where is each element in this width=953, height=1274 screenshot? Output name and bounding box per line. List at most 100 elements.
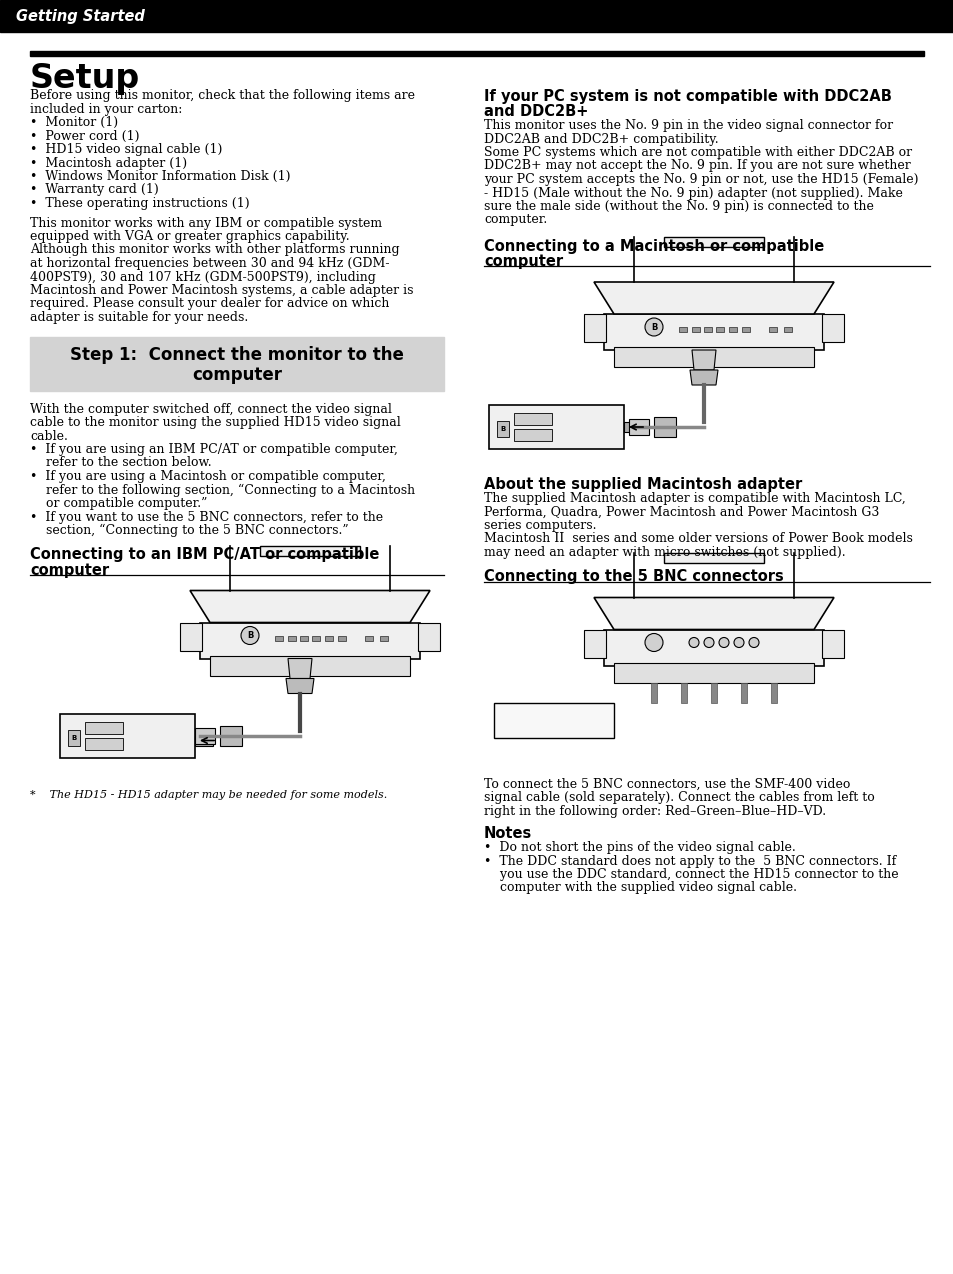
- Polygon shape: [286, 679, 314, 693]
- Bar: [312, 636, 319, 641]
- Text: •  If you want to use the 5 BNC connectors, refer to the: • If you want to use the 5 BNC connector…: [30, 511, 383, 524]
- Polygon shape: [190, 591, 430, 623]
- Bar: [650, 683, 657, 702]
- Bar: [60, 713, 194, 758]
- Bar: [299, 636, 308, 641]
- Polygon shape: [288, 659, 312, 679]
- Text: equipped with VGA or greater graphics capability.: equipped with VGA or greater graphics ca…: [30, 231, 349, 243]
- Bar: [274, 636, 283, 641]
- Text: •  Windows Monitor Information Disk (1): • Windows Monitor Information Disk (1): [30, 169, 291, 183]
- Bar: [379, 636, 388, 641]
- Bar: [583, 629, 605, 657]
- Bar: [623, 422, 641, 432]
- Text: Macintosh and Power Macintosh systems, a cable adapter is: Macintosh and Power Macintosh systems, a…: [30, 284, 413, 297]
- Bar: [210, 656, 410, 675]
- Bar: [200, 623, 419, 659]
- Text: Connecting to a Macintosh or compatible: Connecting to a Macintosh or compatible: [483, 240, 823, 254]
- Text: To connect the 5 BNC connectors, use the SMF-400 video: To connect the 5 BNC connectors, use the…: [483, 777, 849, 790]
- Bar: [85, 738, 123, 749]
- Bar: [603, 313, 823, 350]
- Bar: [821, 629, 843, 657]
- Bar: [628, 419, 648, 434]
- Text: computer: computer: [483, 254, 562, 269]
- Text: B: B: [247, 631, 253, 640]
- Text: cable to the monitor using the supplied HD15 video signal: cable to the monitor using the supplied …: [30, 417, 400, 429]
- Bar: [768, 327, 776, 333]
- Bar: [710, 683, 717, 702]
- Bar: [514, 429, 552, 441]
- Bar: [514, 413, 552, 426]
- Circle shape: [644, 318, 662, 336]
- Text: computer: computer: [192, 367, 282, 385]
- Bar: [288, 636, 295, 641]
- Text: This monitor works with any IBM or compatible system: This monitor works with any IBM or compa…: [30, 217, 382, 229]
- Bar: [654, 417, 676, 437]
- Text: 400PST9), 30 and 107 kHz (GDM-500PST9), including: 400PST9), 30 and 107 kHz (GDM-500PST9), …: [30, 270, 375, 284]
- Polygon shape: [594, 282, 833, 313]
- Bar: [680, 683, 686, 702]
- Polygon shape: [220, 725, 242, 745]
- Bar: [489, 405, 623, 448]
- Text: sure the male side (without the No. 9 pin) is connected to the: sure the male side (without the No. 9 pi…: [483, 200, 873, 213]
- Text: With the computer switched off, connect the video signal: With the computer switched off, connect …: [30, 403, 392, 415]
- Text: your PC system accepts the No. 9 pin or not, use the HD15 (Female): your PC system accepts the No. 9 pin or …: [483, 173, 918, 186]
- Bar: [325, 636, 333, 641]
- Text: Although this monitor works with other platforms running: Although this monitor works with other p…: [30, 243, 399, 256]
- Bar: [679, 327, 686, 333]
- Text: Some PC systems which are not compatible with either DDC2AB or: Some PC systems which are not compatible…: [483, 147, 911, 159]
- Text: B: B: [650, 322, 657, 331]
- Text: DDC2AB and DDC2B+ compatibility.: DDC2AB and DDC2B+ compatibility.: [483, 132, 718, 145]
- Bar: [716, 327, 723, 333]
- Bar: [497, 420, 509, 437]
- Text: computer.: computer.: [483, 214, 547, 227]
- Text: •  Do not short the pins of the video signal cable.: • Do not short the pins of the video sig…: [483, 841, 795, 854]
- Text: - HD15 (Male without the No. 9 pin) adapter (not supplied). Make: - HD15 (Male without the No. 9 pin) adap…: [483, 186, 902, 200]
- Text: If your PC system is not compatible with DDC2AB: If your PC system is not compatible with…: [483, 89, 891, 104]
- Bar: [703, 327, 711, 333]
- Text: included in your carton:: included in your carton:: [30, 102, 182, 116]
- Text: •  Monitor (1): • Monitor (1): [30, 116, 118, 129]
- Text: Macintosh II  series and some older versions of Power Book models: Macintosh II series and some older versi…: [483, 533, 912, 545]
- Text: computer with the supplied video signal cable.: computer with the supplied video signal …: [483, 882, 796, 894]
- Text: computer: computer: [30, 563, 109, 577]
- Text: •  The DDC standard does not apply to the  5 BNC connectors. If: • The DDC standard does not apply to the…: [483, 855, 895, 868]
- Bar: [194, 735, 213, 745]
- Circle shape: [644, 633, 662, 651]
- Bar: [260, 545, 359, 555]
- Bar: [770, 683, 776, 702]
- Bar: [337, 636, 346, 641]
- Text: •  Macintosh adapter (1): • Macintosh adapter (1): [30, 157, 187, 169]
- Text: DDC2B+ may not accept the No. 9 pin. If you are not sure whether: DDC2B+ may not accept the No. 9 pin. If …: [483, 159, 910, 172]
- Bar: [603, 629, 823, 665]
- Bar: [85, 721, 123, 734]
- Bar: [68, 730, 80, 745]
- Circle shape: [733, 637, 743, 647]
- Bar: [583, 313, 605, 341]
- Text: signal cable (sold separately). Connect the cables from left to: signal cable (sold separately). Connect …: [483, 791, 874, 804]
- Text: Notes: Notes: [483, 826, 532, 841]
- Text: •  Warranty card (1): • Warranty card (1): [30, 183, 158, 196]
- Text: Getting Started: Getting Started: [16, 9, 145, 23]
- Text: series computers.: series computers.: [483, 519, 596, 533]
- Text: •  If you are using a Macintosh or compatible computer,: • If you are using a Macintosh or compat…: [30, 470, 385, 483]
- Bar: [728, 327, 737, 333]
- Circle shape: [719, 637, 728, 647]
- Bar: [30, 336, 443, 391]
- Text: refer to the section below.: refer to the section below.: [30, 456, 212, 470]
- Bar: [821, 313, 843, 341]
- Text: This monitor uses the No. 9 pin in the video signal connector for: This monitor uses the No. 9 pin in the v…: [483, 118, 892, 132]
- Text: *    The HD15 - HD15 adapter may be needed for some models.: * The HD15 - HD15 adapter may be needed …: [30, 790, 387, 800]
- Text: •  Power cord (1): • Power cord (1): [30, 130, 139, 143]
- Bar: [663, 553, 763, 563]
- Bar: [180, 623, 202, 651]
- Bar: [365, 636, 373, 641]
- Bar: [614, 347, 813, 367]
- Bar: [417, 623, 439, 651]
- Circle shape: [703, 637, 713, 647]
- Polygon shape: [691, 350, 716, 369]
- Bar: [494, 702, 614, 738]
- Text: refer to the following section, “Connecting to a Macintosh: refer to the following section, “Connect…: [30, 484, 415, 497]
- Text: required. Please consult your dealer for advice on which: required. Please consult your dealer for…: [30, 298, 389, 311]
- Text: adapter is suitable for your needs.: adapter is suitable for your needs.: [30, 311, 248, 324]
- Bar: [0, 0, 953, 32]
